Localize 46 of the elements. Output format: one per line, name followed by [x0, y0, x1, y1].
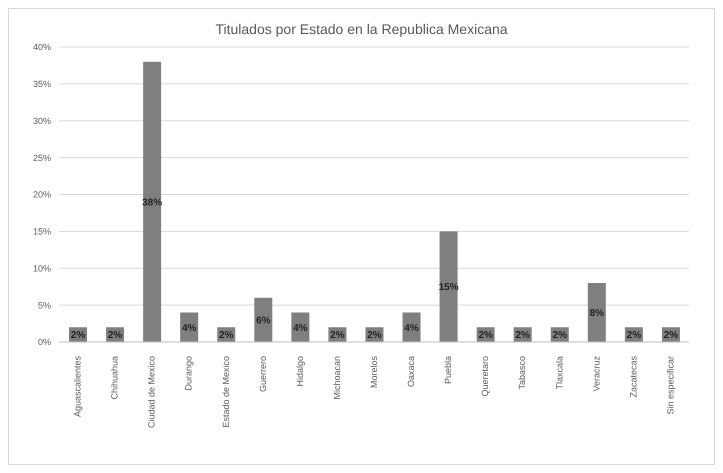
y-tick-label: 40%	[32, 42, 51, 52]
x-tick-label: Hidalgo	[294, 356, 305, 387]
x-tick-label: Guerrero	[258, 356, 268, 392]
y-tick-label: 10%	[32, 263, 51, 274]
y-tick-label: 30%	[32, 116, 51, 126]
data-label: 2%	[219, 330, 234, 342]
x-tick-label: Durango	[184, 356, 194, 391]
x-tick-label: Sin especificar	[665, 356, 676, 415]
data-label: 2%	[626, 330, 642, 342]
x-tick-label: Zacatecas	[628, 356, 638, 398]
bar	[143, 62, 162, 342]
x-tick-label: Chihuahua	[110, 356, 120, 400]
data-label: 8%	[590, 308, 604, 320]
x-tick-label: Puebla	[443, 356, 454, 384]
bar	[254, 298, 272, 342]
bar	[588, 283, 606, 342]
x-tick-label: Tlaxcala	[554, 356, 564, 390]
data-label: 2%	[552, 330, 568, 342]
data-label: 2%	[515, 330, 530, 342]
data-label: 4%	[293, 322, 308, 334]
chart-title: Titulados por Estado en la Republica Mexicana	[214, 21, 509, 37]
data-label: 2%	[70, 330, 86, 342]
y-tick-label: 0%	[38, 337, 51, 348]
data-label: 2%	[367, 330, 382, 342]
data-label: 4%	[182, 322, 197, 334]
x-tick-label: Estado de Mexico	[220, 356, 231, 428]
y-tick-label: 35%	[32, 79, 51, 90]
x-tick-label: Morelos	[369, 356, 379, 388]
data-label: 2%	[664, 330, 678, 342]
data-label: 2%	[330, 330, 345, 342]
y-tick-label: 5%	[38, 300, 51, 310]
data-label: 4%	[404, 322, 419, 334]
x-tick-label: Aguascalientes	[72, 356, 83, 418]
bar	[440, 231, 458, 342]
data-label: 2%	[108, 330, 122, 342]
x-tick-label: Oaxaca	[406, 356, 416, 388]
y-tick-label: 15%	[32, 226, 51, 237]
x-tick-label: Ciudad de Mexico	[146, 356, 157, 428]
x-tick-label: Veracruz	[591, 356, 602, 392]
x-tick-label: Michoacan	[332, 356, 342, 400]
y-tick-label: 25%	[32, 152, 51, 163]
x-tick-label: Tabasco	[517, 356, 528, 390]
y-tick-label: 20%	[32, 190, 51, 200]
x-tick-label: Queretaro	[480, 356, 490, 397]
data-label: 6%	[256, 315, 271, 326]
data-label: 2%	[478, 330, 493, 342]
